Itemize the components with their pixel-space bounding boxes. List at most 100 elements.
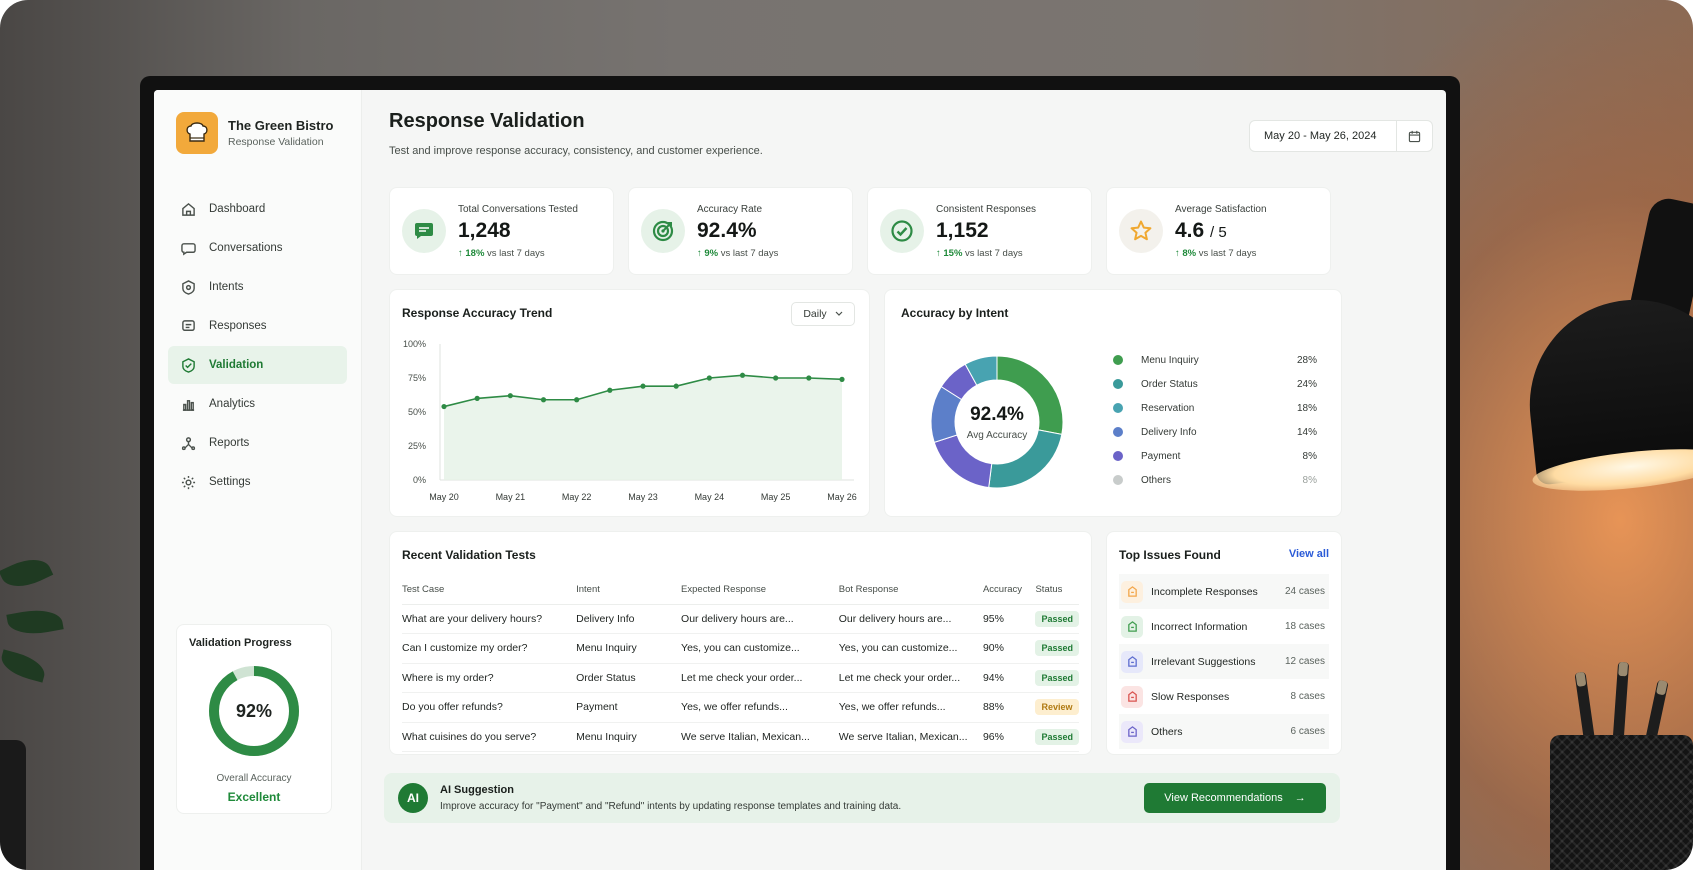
trend-point [507,393,513,399]
intent-icon [182,279,195,295]
status-cell: Review [1035,692,1079,723]
legend-dot [1113,379,1123,389]
sidebar-item-responses[interactable]: Responses [168,307,347,345]
issue-item[interactable]: Irrelevant Suggestions 12 cases [1119,644,1329,679]
status-cell: Passed [1035,604,1079,634]
legend-item: Others 8% [1113,468,1317,492]
trend-point [607,387,613,393]
period-dropdown[interactable]: Daily [791,302,855,326]
trend-point [739,372,746,378]
date-range-picker[interactable]: May 20 - May 26, 2024 [1249,120,1433,152]
sidebar-item-label: Responses [209,320,267,332]
legend-label: Menu Inquiry [1141,354,1199,366]
table-cell: Our delivery hours are... [838,604,983,634]
progress-label: Overall Accuracy [216,773,292,784]
trend-point [806,375,812,381]
charts-row: Response Accuracy Trend Daily 100% 75% 50%… [389,289,1419,517]
target-icon [641,209,685,253]
donut-slice [964,355,998,386]
gear-icon [181,475,196,489]
brand[interactable]: The Green Bistro Response Validation [168,112,347,154]
ai-suggestion-text: Improve accuracy for "Payment" and "Refu… [440,801,902,812]
y-tick-label: 0% [413,475,426,485]
issues-list: Incomplete Responses 24 cases Incorrect In… [1119,574,1329,749]
donut-center-value: 92.4% [970,403,1024,425]
card-title: Accuracy by Intent [901,306,1009,320]
card-title: Top Issues Found [1119,548,1221,562]
legend-label: Payment [1141,450,1181,462]
stat-card-satisfaction[interactable]: Average Satisfaction 4.6 / 5 ↑ 8% vs las… [1106,187,1331,275]
legend-item: Payment 8% [1113,444,1317,468]
table-cell: 95% [982,604,1036,634]
ai-badge-icon: AI [398,783,428,813]
legend-dot [1113,427,1123,437]
chat-bubble-icon [402,209,446,253]
sidebar-item-settings[interactable]: Settings [168,463,347,501]
sidebar-item-conversations[interactable]: Conversations [168,229,347,267]
sidebar-item-dashboard[interactable]: Dashboard [168,190,347,228]
status-badge: Passed [1035,640,1079,657]
accuracy-trend-card: Response Accuracy Trend Daily 100% 75% 50%… [389,289,870,517]
table-row[interactable]: Do you offer refunds? Payment Yes, we offe… [402,692,1079,723]
table-cell: 94% [982,663,1036,693]
arrow-right-icon: → [1294,792,1306,804]
column-header: Expected Response [681,576,839,605]
issue-item[interactable]: Slow Responses 8 cases [1119,679,1329,714]
view-recommendations-button[interactable]: View Recommendations → [1144,783,1326,813]
legend-item: Order Status 24% [1113,372,1317,396]
stat-delta: ↑ 15% vs last 7 days [936,247,1023,259]
table-cell: Yes, you can customize... [838,633,983,664]
stat-delta: ↑ 9% vs last 7 days [697,247,779,259]
card-title: Recent Validation Tests [402,548,536,562]
trend-point [640,383,646,389]
stat-card-consistent[interactable]: Consistent Responses 1,152 ↑ 15% vs last… [867,187,1092,275]
stat-label: Total Conversations Tested [458,203,578,215]
stat-card-accuracy[interactable]: Accuracy Rate 92.4% ↑ 9% vs last 7 days [628,187,853,275]
issue-name: Irrelevant Suggestions [1151,655,1256,668]
sidebar-item-label: Settings [209,476,251,488]
sidebar-item-validation[interactable]: Validation [168,346,347,384]
stat-delta: ↑ 18% vs last 7 days [458,247,545,259]
bar-chart-icon [182,399,195,411]
legend-dot [1113,475,1123,485]
legend-label: Reservation [1141,402,1195,414]
trend-point [574,397,580,403]
legend-value: 28% [1296,354,1317,366]
column-header: Test Case [402,576,577,605]
table-row[interactable]: What are your delivery hours? Delivery In… [402,604,1079,634]
sidebar-item-reports[interactable]: Reports [168,424,347,462]
x-tick-label: May 26 [827,492,857,502]
legend-dot [1113,403,1123,413]
issue-item[interactable]: Incorrect Information 18 cases [1119,609,1329,644]
progress-ring: 92% [206,663,302,759]
legend-item: Reservation 18% [1113,396,1317,420]
table-row[interactable]: What cuisines do you serve? Menu Inquiry W… [402,722,1079,752]
view-all-link[interactable]: View all [1288,548,1329,560]
table-row[interactable]: Can I customize my order? Menu Inquiry Yes… [402,633,1079,664]
trend-area [444,375,842,480]
stat-value: 1,248 [458,218,511,242]
trend-point [441,403,447,410]
message-icon [182,319,195,331]
brand-title: The Green Bistro [228,118,334,133]
main-content: Response Validation Test and improve res… [362,90,1446,870]
top-issues-card: Top Issues Found View all Incomplete Res… [1106,531,1342,755]
table-row[interactable]: Where is my order? Order Status Let me che… [402,663,1079,693]
accuracy-by-intent-card: Accuracy by Intent 92.4% Avg Accuracy Me… [884,289,1342,517]
stat-delta: ↑ 8% vs last 7 days [1175,247,1257,259]
sidebar-item-label: Analytics [209,398,256,410]
x-tick-label: May 23 [628,492,658,502]
stat-card-conversations[interactable]: Total Conversations Tested 1,248 ↑ 18% v… [389,187,614,275]
sidebar-item-intents[interactable]: Intents [168,268,347,306]
trend-point [673,383,679,389]
card-title: Response Accuracy Trend [402,306,553,320]
sidebar-item-analytics[interactable]: Analytics [168,385,347,423]
table-cell: 88% [982,692,1036,723]
table-cell: 90% [982,633,1036,664]
issue-item[interactable]: Others 6 cases [1119,714,1329,749]
issue-item[interactable]: Incomplete Responses 24 cases [1119,574,1329,609]
button-label: View Recommendations [1164,792,1283,804]
sidebar-item-label: Validation [209,359,264,371]
trend-point [706,375,712,381]
details-row: Recent Validation Tests Test Case Intent… [389,531,1419,755]
